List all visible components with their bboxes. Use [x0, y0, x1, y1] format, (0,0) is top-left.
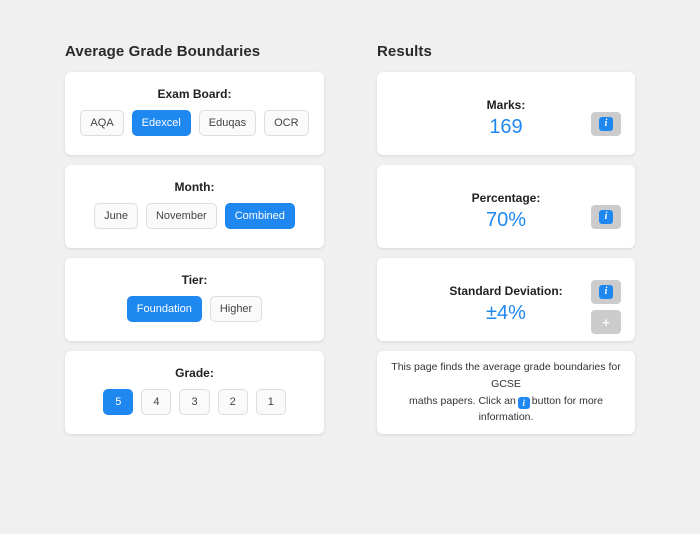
tier-option-foundation[interactable]: Foundation — [126, 296, 202, 323]
grade-option-3[interactable]: 3 — [179, 389, 210, 416]
marks-card: Marks: 169 i — [377, 72, 635, 155]
standard-deviation-label: Standard Deviation: — [449, 284, 563, 298]
tier-label: Tier: — [181, 273, 208, 287]
description-line2-after: button for more information. — [478, 394, 603, 424]
standard-deviation-expand-button[interactable]: + — [591, 310, 621, 334]
controls-heading: Average Grade Boundaries — [65, 43, 261, 60]
month-option-june[interactable]: June — [94, 203, 138, 230]
percentage-card: Percentage: 70% i — [377, 165, 635, 248]
exam-board-option-ocr[interactable]: OCR — [264, 110, 309, 137]
exam-board-card: Exam Board: AQA Edexcel Eduqas OCR — [65, 72, 324, 155]
info-icon: i — [517, 397, 530, 409]
plus-icon: + — [602, 314, 610, 330]
marks-label: Marks: — [486, 98, 526, 112]
standard-deviation-info-button[interactable]: i — [591, 280, 621, 304]
tier-options: Foundation Higher — [65, 296, 324, 323]
month-card: Month: June November Combined — [65, 165, 324, 248]
marks-value: 169 — [489, 116, 523, 138]
info-icon: i — [599, 210, 613, 224]
marks-info-button[interactable]: i — [591, 112, 621, 136]
page: Average Grade Boundaries Exam Board: AQA… — [65, 43, 635, 444]
grade-options: 5 4 3 2 1 — [65, 389, 324, 416]
exam-board-option-eduqas[interactable]: Eduqas — [198, 110, 257, 137]
percentage-label: Percentage: — [471, 191, 541, 205]
exam-board-label: Exam Board: — [157, 87, 232, 101]
percentage-info-button[interactable]: i — [591, 205, 621, 229]
month-option-combined[interactable]: Combined — [224, 203, 295, 230]
month-options: June November Combined — [65, 203, 324, 230]
standard-deviation-card: Standard Deviation: ±4% i + — [377, 258, 635, 341]
tier-card: Tier: Foundation Higher — [65, 258, 324, 341]
results-heading: Results — [377, 43, 432, 60]
exam-board-option-aqa[interactable]: AQA — [80, 110, 124, 137]
controls-column: Average Grade Boundaries Exam Board: AQA… — [65, 43, 324, 444]
grade-option-4[interactable]: 4 — [141, 389, 172, 416]
info-icon: i — [599, 117, 613, 131]
grade-label: Grade: — [175, 366, 214, 380]
results-column: Results Marks: 169 i Percentage: 70% i S… — [377, 43, 635, 444]
description-text: This page finds the average grade bounda… — [389, 359, 623, 426]
grade-option-5[interactable]: 5 — [103, 389, 134, 416]
month-label: Month: — [174, 180, 215, 194]
grade-option-1[interactable]: 1 — [255, 389, 286, 416]
exam-board-options: AQA Edexcel Eduqas OCR — [65, 110, 324, 137]
info-icon: i — [599, 285, 613, 299]
description-card: This page finds the average grade bounda… — [377, 351, 635, 434]
percentage-value: 70% — [485, 209, 527, 231]
grade-option-2[interactable]: 2 — [217, 389, 248, 416]
exam-board-option-edexcel[interactable]: Edexcel — [131, 110, 191, 137]
month-option-november[interactable]: November — [145, 203, 217, 230]
standard-deviation-value: ±4% — [486, 302, 526, 324]
tier-option-higher[interactable]: Higher — [209, 296, 263, 323]
grade-card: Grade: 5 4 3 2 1 — [65, 351, 324, 434]
description-line1: This page finds the average grade bounda… — [391, 360, 621, 390]
description-line2-before: maths papers. Click an — [409, 394, 516, 407]
